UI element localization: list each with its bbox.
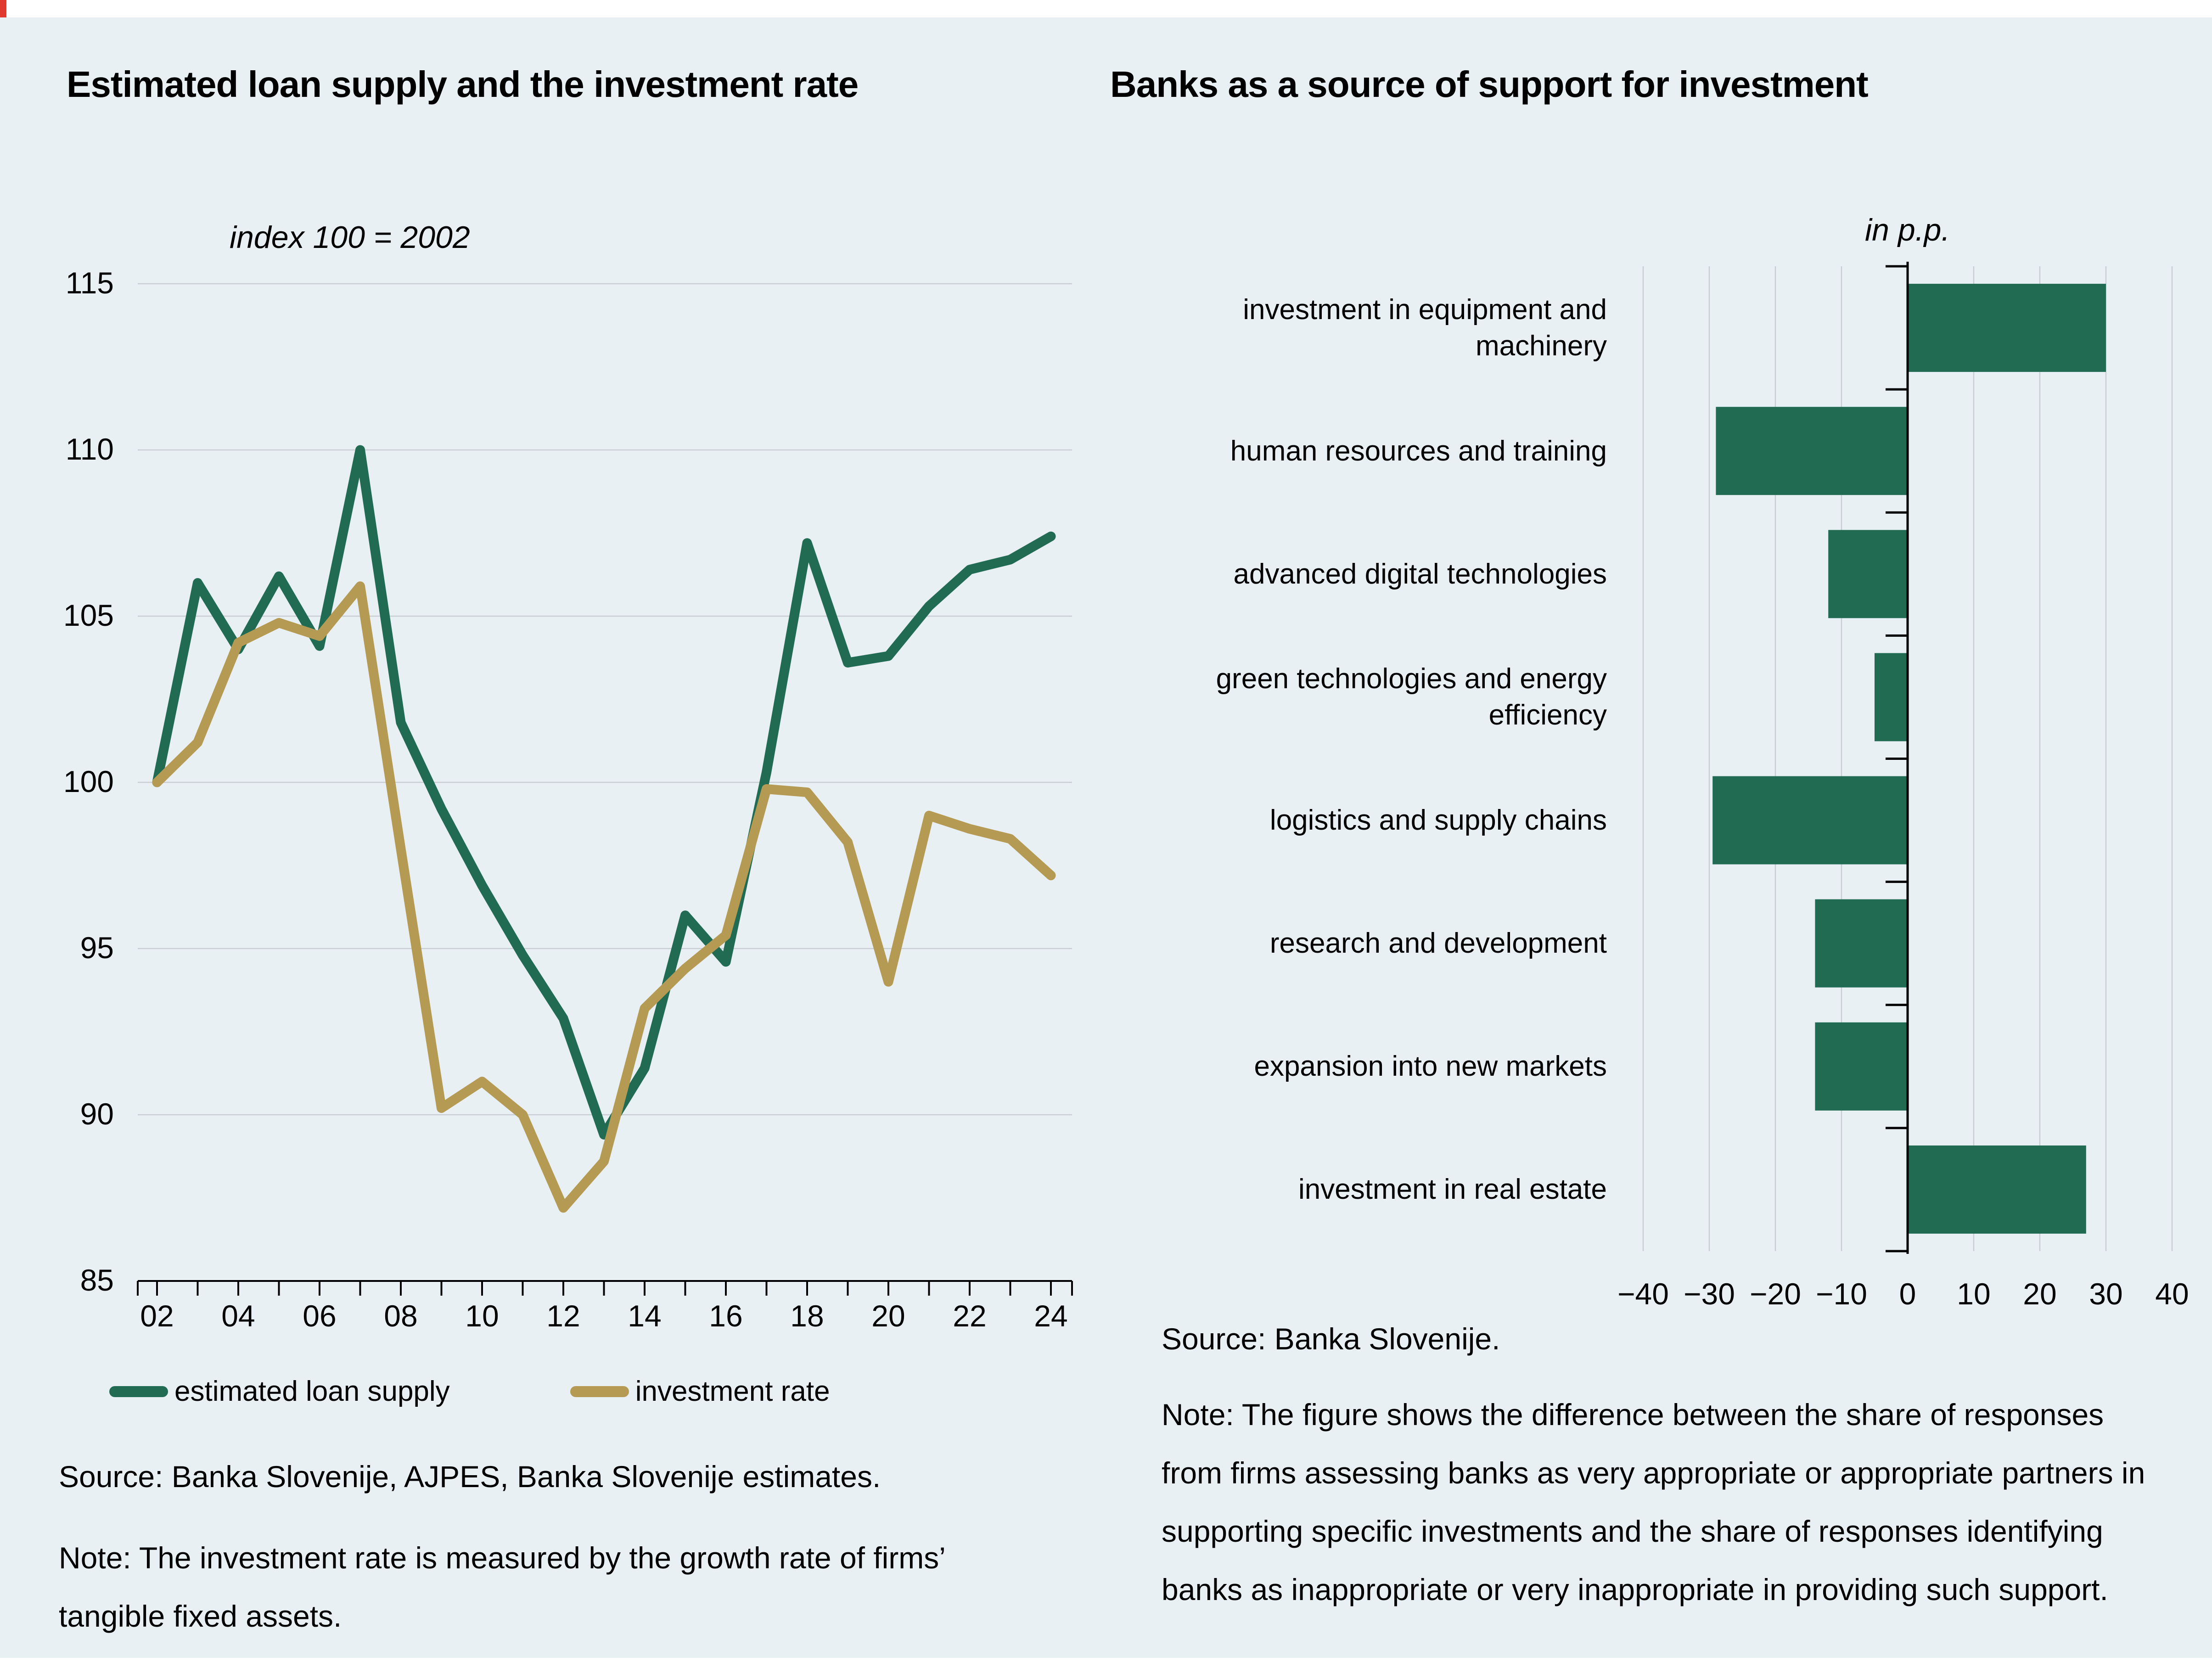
x-tick-label: 10 [465, 1299, 499, 1333]
left-chart-title: Estimated loan supply and the investment… [67, 64, 859, 105]
x-tick-label: 14 [628, 1299, 662, 1333]
x-tick-label: 30 [2089, 1277, 2123, 1311]
category-label: expansion into new markets [1254, 1050, 1607, 1083]
left-chart-subtitle: index 100 = 2002 [230, 220, 470, 255]
y-tick-label: 100 [63, 764, 114, 798]
y-tick-label: 115 [65, 266, 114, 300]
bar-logistics-and-supply-chains [1712, 776, 1908, 865]
y-tick-label: 85 [80, 1263, 114, 1297]
top-margin-strip [0, 0, 2212, 17]
x-tick-label: 02 [140, 1299, 174, 1333]
category-label: research and development [1269, 927, 1607, 959]
x-tick-label: −30 [1684, 1277, 1735, 1311]
bar-investment-in-equipment-and-machinery [1908, 284, 2106, 372]
x-tick-label: −20 [1750, 1277, 1801, 1311]
left-chart-note: Note: The investment rate is measured by… [59, 1541, 945, 1633]
right-chart-note: Note: The figure shows the difference be… [1162, 1398, 2145, 1606]
x-tick-label: 12 [546, 1299, 580, 1333]
left-chart-source: Source: Banka Slovenije, AJPES, Banka Sl… [59, 1460, 881, 1494]
category-label: green technologies and energy efficiency [1216, 663, 1607, 731]
x-tick-label: −10 [1816, 1277, 1867, 1311]
x-tick-label: 20 [871, 1299, 905, 1333]
bar-expansion-into-new-markets [1815, 1022, 1908, 1111]
loan-supply-legend-swatch-icon [109, 1386, 168, 1397]
right-chart-title: Banks as a source of support for investm… [1110, 64, 1869, 105]
y-tick-label: 105 [63, 598, 114, 632]
bar-green-technologies-and-energy-efficiency [1875, 653, 1908, 741]
x-tick-label: 10 [1957, 1277, 1991, 1311]
bar-research-and-development [1815, 899, 1908, 988]
investment-rate-legend-swatch-icon [570, 1386, 629, 1397]
left-chart-legend: estimated loan supply investment rate [109, 1375, 830, 1408]
bar-investment-in-real-estate [1908, 1145, 2086, 1234]
x-tick-label: −40 [1617, 1277, 1669, 1311]
category-label: logistics and supply chains [1269, 804, 1607, 836]
x-tick-label: 08 [384, 1299, 418, 1333]
x-tick-label: 24 [1034, 1299, 1068, 1333]
category-label: human resources and training [1230, 435, 1607, 467]
category-label: advanced digital technologies [1233, 558, 1607, 590]
y-tick-label: 90 [80, 1097, 114, 1131]
loan-supply-legend-label: estimated loan supply [174, 1376, 450, 1407]
x-tick-label: 22 [953, 1299, 987, 1333]
x-tick-label: 0 [1899, 1277, 1916, 1311]
bottom-margin-strip [0, 1658, 2212, 1668]
bar-human-resources-and-training [1716, 407, 1908, 495]
y-tick-label: 110 [65, 432, 114, 466]
x-tick-label: 06 [303, 1299, 337, 1333]
investment-rate-legend-label: investment rate [635, 1376, 830, 1407]
x-tick-label: 40 [2155, 1277, 2189, 1311]
right-chart-unit-label: in p.p. [1865, 213, 1950, 247]
y-tick-label: 95 [80, 931, 114, 965]
series-line-estimated-loan-supply [152, 445, 1056, 1140]
bar-advanced-digital-technologies [1828, 530, 1908, 618]
category-label: investment in real estate [1298, 1174, 1607, 1206]
x-tick-label: 18 [790, 1299, 824, 1333]
series-line-investment-rate [152, 581, 1056, 1213]
x-tick-label: 16 [709, 1299, 743, 1333]
x-tick-label: 20 [2023, 1277, 2057, 1311]
category-label: investment in equipment and machinery [1243, 293, 1607, 362]
x-tick-label: 04 [221, 1299, 255, 1333]
right-chart-source: Source: Banka Slovenije. [1162, 1322, 1500, 1356]
corner-brand-mark [0, 0, 6, 17]
